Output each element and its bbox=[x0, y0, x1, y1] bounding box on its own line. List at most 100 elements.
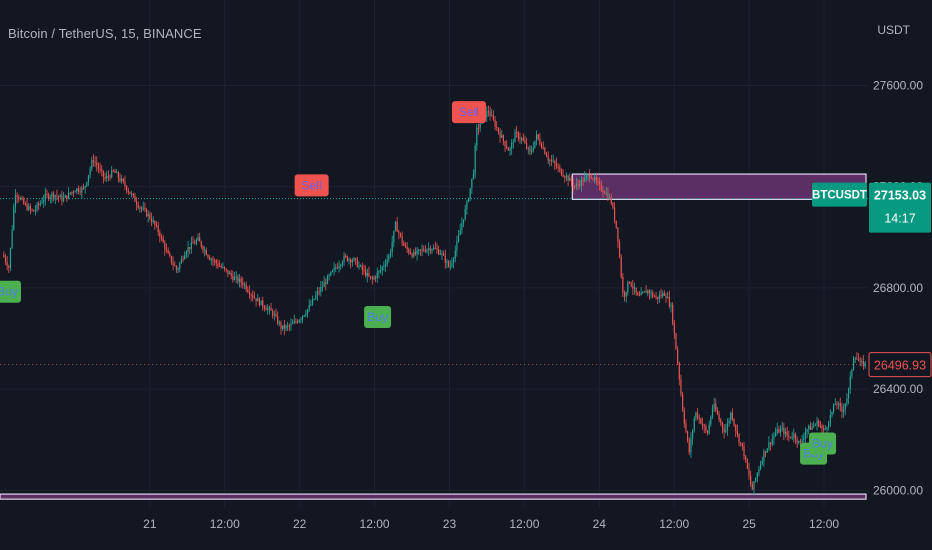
candle-body bbox=[637, 292, 639, 296]
candle-body bbox=[716, 410, 719, 415]
buy-signal-label: Buy bbox=[364, 306, 392, 329]
candle-body bbox=[808, 425, 810, 430]
candle-body bbox=[721, 422, 724, 428]
candle-body bbox=[240, 278, 242, 283]
candle-body bbox=[39, 202, 41, 205]
candle-body bbox=[615, 220, 617, 228]
candle-body bbox=[849, 376, 851, 389]
candle-body bbox=[501, 135, 503, 138]
candle-body bbox=[569, 177, 571, 181]
candle-body bbox=[180, 258, 183, 264]
signal-text: Buy bbox=[812, 437, 833, 451]
candle-body bbox=[428, 248, 430, 250]
candle-body bbox=[550, 160, 553, 162]
candle-body bbox=[640, 292, 642, 296]
candle-body bbox=[18, 197, 20, 199]
candle-body bbox=[341, 262, 343, 265]
candle-body bbox=[255, 298, 257, 302]
candle-body bbox=[6, 261, 8, 267]
candle-body bbox=[818, 420, 820, 426]
candle-body bbox=[116, 172, 118, 174]
candle-body bbox=[26, 203, 28, 210]
candle-body bbox=[401, 235, 403, 243]
candle-body bbox=[89, 168, 91, 176]
candle-body bbox=[602, 190, 604, 193]
candle-body bbox=[605, 192, 607, 194]
candle-body bbox=[225, 268, 227, 270]
candle-body bbox=[859, 361, 861, 363]
candle-body bbox=[562, 175, 564, 177]
candle-body bbox=[537, 134, 539, 139]
candle-body bbox=[46, 193, 48, 195]
candle-body bbox=[652, 292, 654, 297]
candle-body bbox=[788, 435, 790, 437]
candle-body bbox=[414, 252, 417, 255]
candle-body bbox=[96, 162, 98, 166]
candle-body bbox=[170, 256, 173, 263]
candle-body bbox=[49, 197, 51, 199]
candle-body bbox=[507, 148, 509, 151]
candle-body bbox=[497, 127, 499, 133]
candle-body bbox=[97, 165, 100, 169]
candle-body bbox=[162, 237, 164, 243]
candle-body bbox=[452, 258, 455, 263]
candle-body bbox=[381, 266, 383, 271]
candle-body bbox=[197, 237, 199, 241]
signal-badge bbox=[809, 432, 837, 455]
candle-body bbox=[140, 207, 143, 209]
candle-body bbox=[282, 325, 284, 329]
candle-body bbox=[323, 282, 325, 287]
candle-body bbox=[535, 134, 538, 141]
candle-body bbox=[492, 115, 495, 120]
candle-body bbox=[232, 275, 234, 280]
candle-body bbox=[799, 440, 802, 443]
candle-body bbox=[627, 281, 629, 292]
candle-body bbox=[511, 142, 513, 149]
candle-body bbox=[28, 206, 30, 210]
candle-body bbox=[718, 414, 720, 420]
candle-body bbox=[846, 398, 848, 404]
candle-body bbox=[149, 214, 151, 219]
candle-body bbox=[411, 253, 413, 257]
signal-badge bbox=[294, 174, 329, 197]
candle-body bbox=[773, 435, 775, 439]
candle-body bbox=[803, 437, 805, 441]
candle-body bbox=[653, 296, 655, 298]
candle-body bbox=[169, 253, 171, 257]
candle-body bbox=[353, 258, 355, 261]
candle-body bbox=[570, 177, 573, 183]
candle-body bbox=[292, 323, 294, 325]
candle-body bbox=[355, 258, 357, 260]
candle-body bbox=[378, 270, 380, 273]
candle-body bbox=[295, 321, 297, 323]
candle-body bbox=[451, 262, 453, 266]
candle-body bbox=[750, 475, 752, 485]
zone-layer bbox=[0, 173, 868, 500]
candle-body bbox=[370, 276, 372, 278]
candle-body bbox=[441, 253, 443, 255]
candle-body bbox=[242, 282, 244, 285]
candle-body bbox=[272, 310, 274, 316]
candle-body bbox=[763, 451, 765, 461]
candle-body bbox=[579, 184, 581, 186]
sell-signal-label: Sell bbox=[451, 101, 486, 124]
candle-body bbox=[600, 184, 602, 191]
candle-body bbox=[854, 358, 856, 360]
candle-body bbox=[613, 207, 616, 221]
candle-body bbox=[552, 160, 554, 162]
candle-body bbox=[210, 259, 212, 261]
candle-body bbox=[564, 176, 566, 178]
candle-body bbox=[278, 322, 280, 324]
last-price-tag-value: 26496.93 bbox=[874, 359, 926, 373]
candle-body bbox=[769, 442, 772, 445]
candle-body bbox=[791, 437, 793, 439]
candle-body bbox=[124, 181, 126, 187]
candle-body bbox=[706, 430, 709, 434]
candle-body bbox=[715, 403, 717, 411]
candle-body bbox=[182, 258, 184, 260]
candle-body bbox=[856, 358, 858, 360]
candle-body bbox=[686, 431, 689, 441]
currency-label[interactable]: USDT bbox=[877, 23, 910, 37]
candle-body bbox=[487, 111, 490, 113]
